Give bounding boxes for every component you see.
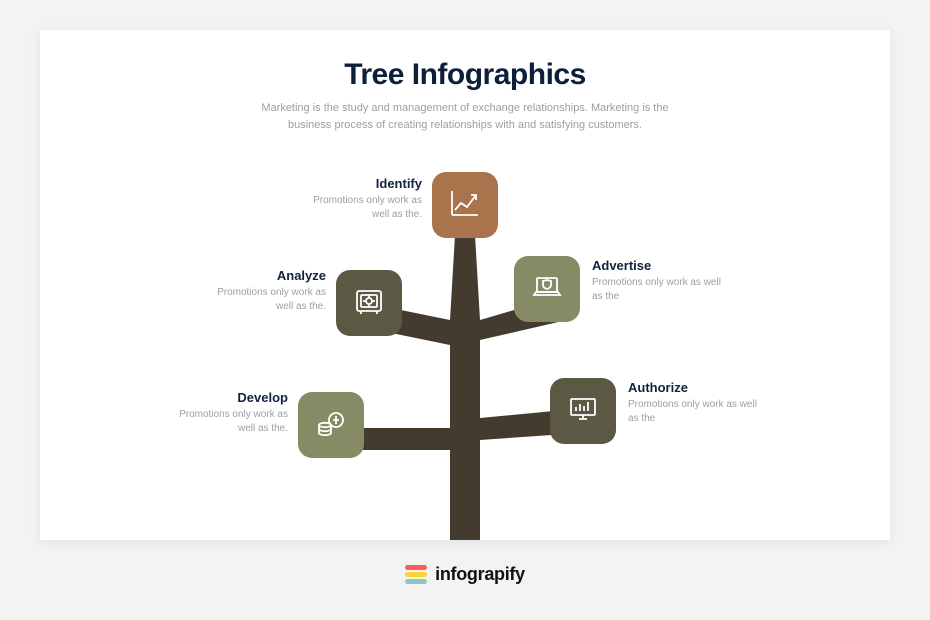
label-title-advertise: Advertise (592, 258, 722, 273)
page-subtitle: Marketing is the study and management of… (245, 100, 685, 133)
safe-icon (351, 283, 387, 324)
label-desc-authorize: Promotions only work as well as the (628, 398, 758, 426)
chart-growth-icon (447, 185, 483, 226)
label-advertise: Advertise Promotions only work as well a… (592, 258, 722, 304)
brand-name: infograpify (435, 564, 525, 585)
node-authorize (550, 378, 616, 444)
page-title: Tree Infographics (40, 58, 890, 92)
node-identify (432, 172, 498, 238)
label-desc-advertise: Promotions only work as well as the (592, 276, 722, 304)
label-title-authorize: Authorize (628, 380, 758, 395)
coins-icon (313, 405, 349, 446)
label-authorize: Authorize Promotions only work as well a… (628, 380, 758, 426)
node-analyze (336, 270, 402, 336)
label-title-analyze: Analyze (212, 268, 326, 283)
label-desc-analyze: Promotions only work as well as the. (212, 286, 326, 314)
node-advertise (514, 256, 580, 322)
label-desc-develop: Promotions only work as well as the. (174, 408, 288, 436)
label-title-develop: Develop (174, 390, 288, 405)
label-develop: Develop Promotions only work as well as … (174, 390, 288, 436)
brand: infograpify (405, 564, 525, 585)
brand-logo-icon (405, 565, 427, 584)
label-desc-identify: Promotions only work as well as the. (310, 194, 422, 222)
slide: Tree Infographics Marketing is the study… (40, 30, 890, 540)
tree-diagram: Identify Promotions only work as well as… (40, 140, 890, 540)
label-title-identify: Identify (310, 176, 422, 191)
label-identify: Identify Promotions only work as well as… (310, 176, 422, 222)
node-develop (298, 392, 364, 458)
laptop-shield-icon (529, 269, 565, 310)
monitor-chart-icon (565, 391, 601, 432)
label-analyze: Analyze Promotions only work as well as … (212, 268, 326, 314)
